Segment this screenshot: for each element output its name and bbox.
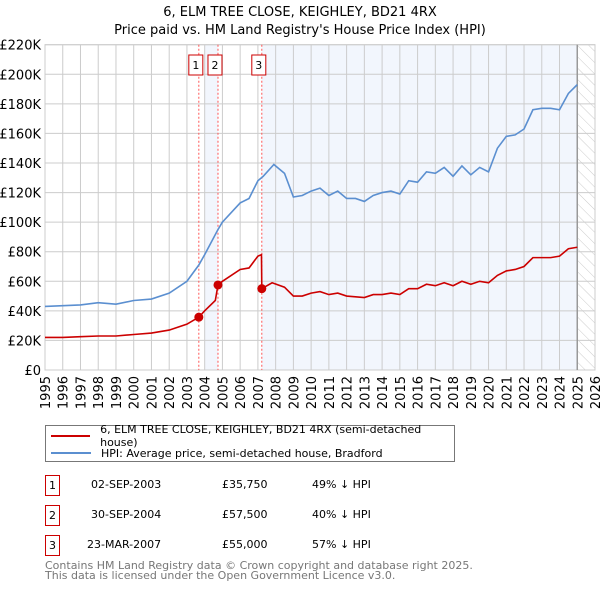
y-tick-label: £100K [0, 216, 41, 231]
x-tick-label: 2009 [287, 376, 302, 409]
y-tick-label: £140K [0, 157, 41, 172]
sale-marker-box [188, 54, 204, 76]
x-tick-label: 1995 [39, 376, 54, 409]
x-tick-label: 2023 [536, 376, 551, 409]
x-tick-label: 2008 [270, 376, 285, 409]
sale-marker-box [207, 54, 223, 76]
x-tick-label: 2006 [234, 376, 249, 409]
x-tick-label: 2017 [429, 376, 444, 409]
x-tick-label: 2010 [305, 376, 320, 409]
shaded-region [261, 44, 578, 370]
sale-point [257, 284, 267, 294]
x-tick-label: 1996 [57, 376, 72, 409]
sale-point [194, 312, 204, 322]
y-tick-label: £180K [0, 98, 41, 113]
x-tick-label: 2016 [412, 376, 427, 409]
legend-label: HPI: Average price, semi-detached house,… [101, 446, 383, 460]
plot-border [44, 44, 596, 371]
footer: Contains HM Land Registry data © Crown c… [45, 559, 473, 582]
sale-hpi-diff: 57% ↓ HPI [312, 538, 371, 551]
legend-swatch-red [51, 435, 91, 437]
y-tick-label: £220K [0, 39, 41, 54]
legend-item-property: 6, ELM TREE CLOSE, KEIGHLEY, BD21 4RX (s… [46, 423, 454, 449]
legend: 6, ELM TREE CLOSE, KEIGHLEY, BD21 4RX (s… [45, 423, 455, 462]
legend-label: 6, ELM TREE CLOSE, KEIGHLEY, BD21 4RX (s… [100, 423, 422, 449]
price-chart: 6, ELM TREE CLOSE, KEIGHLEY, BD21 4RX Pr… [0, 5, 600, 409]
legend-item-hpi: HPI: Average price, semi-detached house,… [46, 445, 383, 461]
x-tick-label: 2022 [518, 376, 533, 409]
legend-swatch-blue [51, 452, 91, 454]
forecast-hatch [577, 44, 595, 370]
y-tick-label: £60K [8, 275, 42, 290]
x-tick-label: 2012 [341, 376, 356, 409]
footer-line: This data is licensed under the Open Gov… [45, 569, 396, 582]
x-tick-label: 2025 [571, 376, 586, 409]
x-tick-label: 2011 [323, 376, 338, 409]
sale-point [213, 280, 223, 290]
sale-date: 02-SEP-2003 [91, 478, 162, 491]
x-tick-label: 2007 [252, 376, 267, 409]
x-tick-label: 2004 [199, 376, 214, 409]
x-tick-label: 2019 [465, 376, 480, 409]
sale-number: 1 [45, 475, 60, 496]
x-tick-label: 2015 [394, 376, 409, 409]
x-tick-label: 2000 [128, 376, 143, 409]
sale-price: £35,750 [222, 478, 268, 491]
sale-price: £57,500 [222, 508, 268, 521]
sale-date: 30-SEP-2004 [91, 508, 162, 521]
y-tick-label: £20K [8, 334, 42, 349]
y-tick-label: £40K [8, 305, 42, 320]
property-price-line [45, 246, 578, 339]
y-tick-label: £120K [0, 187, 41, 202]
x-tick-label: 2014 [376, 376, 391, 409]
sale-marker-label: 3 [255, 59, 262, 72]
sale-date: 23-MAR-2007 [87, 538, 162, 551]
hpi-line [44, 84, 578, 308]
y-tick-label: £200K [0, 68, 41, 83]
sale-price: £55,000 [222, 538, 268, 551]
footer-line: Contains HM Land Registry data © Crown c… [45, 559, 473, 572]
x-tick-label: 2005 [216, 376, 231, 409]
chart-subtitle: Price paid vs. HM Land Registry's House … [114, 23, 486, 38]
shaded-region [204, 44, 218, 370]
x-tick-label: 2001 [145, 376, 160, 409]
x-tick-label: 2002 [163, 376, 178, 409]
x-tick-label: 1999 [110, 376, 125, 409]
sale-hpi-diff: 49% ↓ HPI [312, 478, 371, 491]
x-tick-label: 2018 [447, 376, 462, 409]
sale-hpi-diff: 40% ↓ HPI [312, 508, 371, 521]
sale-number: 2 [45, 505, 60, 526]
x-tick-label: 2003 [181, 376, 196, 409]
x-tick-label: 2024 [554, 376, 569, 409]
x-tick-label: 2013 [358, 376, 373, 409]
x-tick-label: 2026 [589, 376, 600, 409]
x-tick-label: 2021 [500, 376, 515, 409]
sale-marker-box [251, 54, 267, 76]
y-tick-label: £0 [24, 364, 41, 379]
y-tick-label: £160K [0, 127, 41, 142]
x-tick-label: 1998 [92, 376, 107, 409]
y-tick-label: £80K [8, 246, 42, 261]
sale-marker-label: 2 [211, 59, 218, 72]
sale-marker-label: 1 [192, 59, 199, 72]
x-tick-label: 1997 [74, 376, 89, 409]
x-tick-label: 2020 [483, 376, 498, 409]
chart-title: 6, ELM TREE CLOSE, KEIGHLEY, BD21 4RX [163, 5, 437, 20]
sale-number: 3 [45, 535, 60, 556]
